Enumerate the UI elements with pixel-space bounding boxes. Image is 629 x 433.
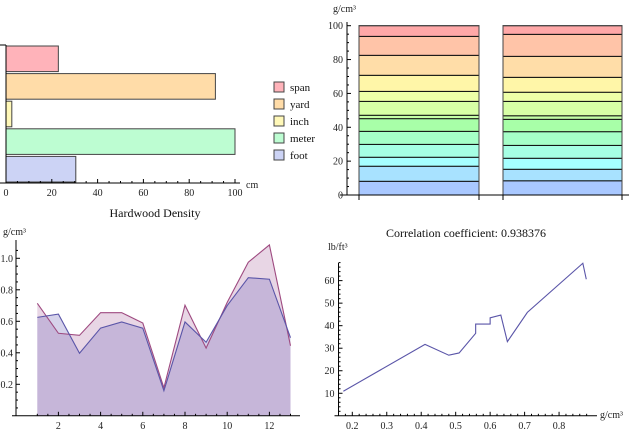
stack-segment-s10 [358,74,480,92]
stack-segment-s12 [502,33,623,57]
y-tick-label: 60 [325,276,335,287]
x-tick-label: 40 [93,188,103,199]
legend-label-span: span [290,82,311,94]
bar-foot [5,155,77,183]
stack-segment-s8 [358,100,480,116]
x-tick-label: 4 [98,421,103,432]
x-tick-label: 2 [56,421,61,432]
x-tick-label: 0.7 [518,421,531,432]
stack-segment-s11 [502,55,623,78]
density-area-chart: g/cm³ 2 4 6 8 10 12 0.2 0.4 0.6 0.8 1.0 [1,227,300,432]
correlation-line-chart: Correlation coefficient: 0.938376 lb/ft³… [325,226,623,432]
legend-swatch-inch [273,115,285,127]
stack-segment-s1 [358,180,480,196]
y-tick-label: 40 [325,321,335,332]
area-fill-series-1 [37,244,291,416]
y-tick-label: 0.2 [1,380,14,391]
bar-inch [5,100,13,128]
x-tick-label: 12 [264,421,274,432]
stacked-density-bar-chart: g/cm³ 0 20 40 60 80 100 [328,4,629,202]
stack-segment-s7 [358,114,480,120]
y-tick-label: 0.6 [1,317,14,328]
stack-segment-s6 [358,118,480,132]
x-tick-label: 0.2 [346,421,359,432]
x-tick-label: 10 [222,421,232,432]
y-tick-label: 10 [325,389,335,400]
stack-segment-s2 [358,165,480,182]
y-tick-label: 20 [333,157,343,168]
stack-segment-s9 [358,90,480,102]
y-tick-label: 60 [333,89,343,100]
legend-label-inch: inch [290,116,309,128]
bar-span [5,45,59,73]
y-tick-label: 80 [333,55,343,66]
y-axis-unit-label: g/cm³ [3,227,26,238]
y-tick-label: 30 [325,344,335,355]
legend-label-foot: foot [290,150,308,162]
stack-segment-s5 [358,130,480,145]
x-tick-label: 80 [184,188,194,199]
stack-segment-s3 [502,157,623,170]
stack-segment-s1 [502,180,623,196]
x-tick-label: 8 [183,421,188,432]
legend-swatch-yard [273,98,285,110]
area-fill-series-2 [37,277,291,416]
stack-segment-s13 [502,25,623,35]
legend-label-yard: yard [290,99,310,111]
stack-segment-s5 [502,131,623,146]
stack-segment-s4 [502,144,623,159]
legend-swatch-foot [273,149,285,161]
unit-length-bar-chart: 0 20 40 60 80 100 cm Hardwood Density span yar… [0,44,315,220]
y-tick-label: 0 [338,191,343,202]
x-tick-label: 60 [138,188,148,199]
x-tick-label: 0.3 [381,421,394,432]
stack-segment-s2 [502,168,623,182]
stack-segment-s9 [502,91,623,102]
stack-segment-s4 [358,143,480,158]
stack-segment-s13 [358,25,480,37]
stack-segment-s11 [358,54,480,76]
y-tick-label: 1.0 [1,254,14,265]
stack-segment-s7 [502,115,623,120]
stack-segment-s8 [502,100,623,117]
legend-swatch-meter [273,132,285,144]
x-tick-label: 0.5 [449,421,462,432]
bar-yard [5,73,216,100]
legend-label-meter: meter [290,133,315,145]
x-tick-label: 6 [140,421,145,432]
y-tick-label: 100 [328,21,343,32]
stack-segment-s10 [502,76,623,93]
stack-segment-s3 [358,156,480,167]
legend-swatch-span [273,81,285,93]
y-axis-unit-label: g/cm³ [333,4,356,15]
x-tick-label: 20 [47,188,57,199]
y-tick-label: 20 [325,366,335,377]
y-tick-label: 0.4 [1,348,14,359]
x-tick-label: 0.8 [553,421,566,432]
x-tick-label: 100 [228,188,243,199]
bar-meter [5,128,236,155]
correlation-title: Correlation coefficient: 0.938376 [386,226,546,240]
y-tick-label: 40 [333,123,343,134]
stack-segment-s6 [502,118,623,133]
chart-title: Hardwood Density [110,206,201,220]
legend: span yard inch meter foot [273,81,315,162]
x-axis-unit-label: g/cm³ [600,410,623,421]
y-axis-unit-label: lb/ft³ [328,242,348,253]
x-axis-unit-label: cm [246,180,258,191]
correlation-line [343,262,587,392]
y-tick-label: 0.8 [1,285,14,296]
x-tick-label: 0.6 [484,421,497,432]
x-tick-label: 0.4 [415,421,428,432]
x-tick-label: 0 [4,188,9,199]
y-tick-label: 50 [325,299,335,310]
stack-segment-s12 [358,35,480,56]
